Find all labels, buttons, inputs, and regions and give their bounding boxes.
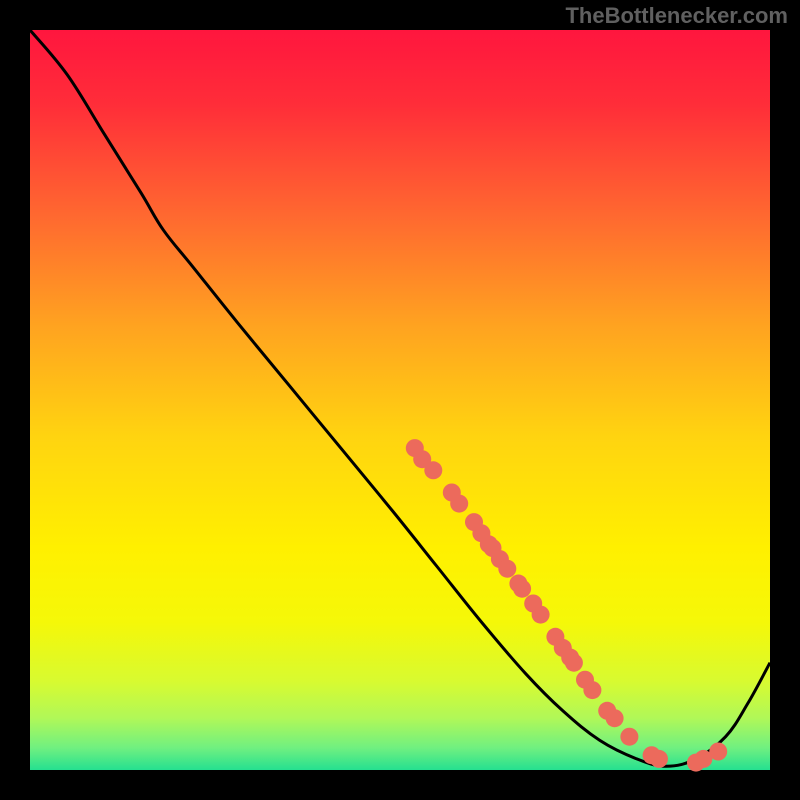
data-marker: [532, 606, 550, 624]
watermark-text: TheBottlenecker.com: [565, 3, 788, 29]
plot-gradient-background: [30, 30, 770, 770]
chart-canvas: [0, 0, 800, 800]
data-marker: [450, 495, 468, 513]
data-marker: [709, 743, 727, 761]
data-marker: [650, 750, 668, 768]
data-marker: [498, 560, 516, 578]
data-marker: [620, 728, 638, 746]
data-marker: [424, 461, 442, 479]
data-marker: [513, 580, 531, 598]
data-marker: [606, 709, 624, 727]
data-marker: [583, 681, 601, 699]
data-marker: [565, 654, 583, 672]
